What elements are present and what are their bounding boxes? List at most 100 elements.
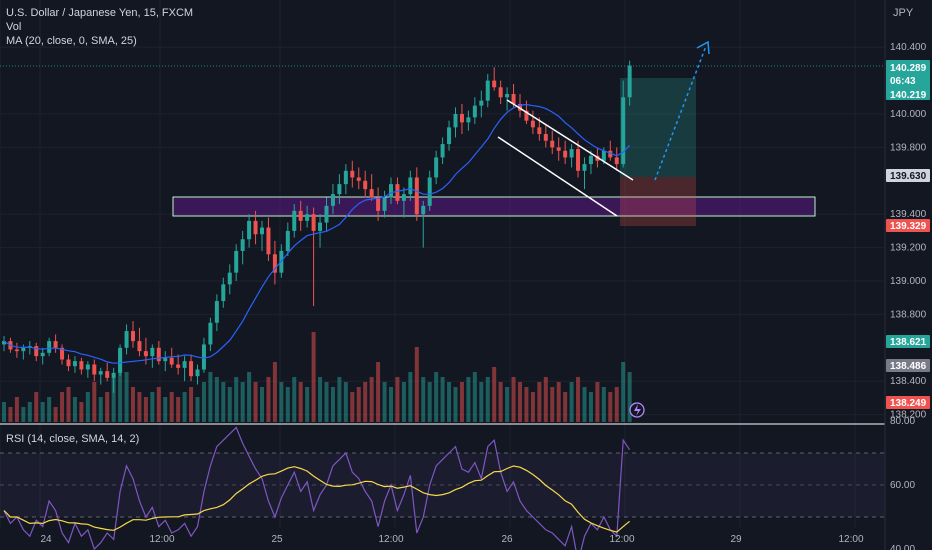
candle-body (479, 100, 484, 106)
volume-bar (601, 387, 606, 422)
vol-label[interactable]: Vol (6, 21, 22, 33)
volume-bar (131, 387, 135, 422)
volume-bar (176, 397, 181, 422)
profit-area[interactable] (620, 78, 696, 177)
candle-body (627, 65, 632, 98)
volume-bar (105, 392, 110, 422)
candle-body (40, 352, 45, 357)
stop-badge (886, 219, 930, 232)
candle-body (459, 114, 464, 123)
projection-arrow[interactable] (654, 40, 710, 181)
volume-bar (427, 382, 432, 422)
volume-bar (524, 387, 529, 422)
volume-bar (98, 397, 103, 422)
candle-body (563, 150, 568, 158)
candle-body (240, 239, 245, 251)
volume-bar (150, 392, 155, 422)
low-2-badge-text: 138.486 (890, 361, 927, 372)
volume-bar (337, 377, 342, 422)
support-zone[interactable] (172, 196, 816, 217)
last-price-badge (886, 60, 930, 100)
volume-bar (298, 382, 303, 422)
volume-bar (195, 397, 200, 422)
candle-body (582, 164, 587, 171)
time-axis[interactable]: 24 12:00 25 12:00 26 12:00 29 12:00 (40, 534, 864, 545)
candle-body (511, 93, 516, 104)
volume-bar (550, 387, 555, 422)
volume-bar (595, 382, 600, 422)
volume-bar (221, 382, 226, 422)
long-position-tool[interactable] (620, 78, 696, 226)
rsi-axis[interactable]: 80.00 60.00 40.00 (890, 416, 915, 550)
low-1-badge (886, 335, 930, 348)
volume-bar (530, 392, 535, 422)
volume-bar (124, 372, 129, 422)
lightning-icon[interactable] (629, 402, 645, 418)
rsi-tick-label: 60.00 (890, 480, 915, 491)
rsi-legend: RSI (14, close, SMA, 14, 2) (6, 432, 139, 446)
candle-body (550, 140, 555, 148)
price-axis[interactable]: 140.400 140.000 139.800 139.400 139.200 139.0… (890, 42, 927, 420)
candle-body (298, 210, 303, 221)
candle-body (324, 205, 329, 223)
price-tick-label: 138.800 (890, 309, 927, 320)
candle-body (214, 301, 219, 323)
volume-bar (240, 382, 245, 422)
volume-bar (47, 397, 52, 422)
target-badge (886, 169, 930, 182)
time-tick-label: 25 (271, 534, 283, 545)
candle-body (601, 150, 606, 161)
volume-bar (66, 387, 71, 422)
volume-bar (363, 382, 368, 422)
price-tick-label: 140.000 (890, 109, 927, 120)
channel-upper-line[interactable] (506, 99, 634, 181)
volume-bar (588, 392, 593, 422)
candle-body (208, 322, 213, 345)
candle-body (498, 87, 503, 98)
symbol-title[interactable]: U.S. Dollar / Japanese Yen, 15, FXCM (6, 7, 194, 19)
volume-bar (234, 377, 239, 422)
volume-bar (563, 392, 568, 422)
volume-bar (27, 402, 32, 422)
candle-body (427, 177, 432, 206)
volume-bar (182, 392, 187, 422)
arrow-head-icon (696, 40, 710, 55)
candle-body (72, 361, 77, 367)
price-badges: 140.289 06:43 140.219 139.630 139.329 138.621… (886, 60, 930, 409)
volume-bar (485, 377, 490, 422)
volume-bar (227, 387, 232, 422)
volume-bar (292, 377, 297, 422)
volume-bar (72, 397, 77, 422)
candle-body (169, 357, 174, 365)
descending-channel[interactable] (497, 99, 634, 217)
volume-bar (569, 382, 574, 422)
volume-bar (414, 347, 419, 422)
candle-body (163, 357, 168, 362)
candle-body (389, 184, 393, 198)
candle-body (485, 80, 490, 101)
candle-body (221, 284, 226, 302)
volume-bar (311, 332, 316, 422)
currency-label[interactable]: JPY (893, 7, 914, 19)
candle-body (14, 349, 19, 352)
price-tick-label: 139.400 (890, 209, 927, 220)
candle-body (272, 254, 277, 273)
ma-label[interactable]: MA (20, close, 0, SMA, 25) (6, 35, 137, 47)
rsi-label[interactable]: RSI (14, close, SMA, 14, 2) (6, 433, 140, 445)
candle-body (98, 371, 103, 375)
volume-bar (537, 382, 542, 422)
volume-bar (8, 407, 13, 422)
price-tick-label: 139.800 (890, 142, 927, 153)
time-tick-label: 24 (40, 534, 52, 545)
support-zone-rect[interactable] (172, 196, 816, 217)
channel-lower-line[interactable] (497, 136, 618, 217)
volume-bar (447, 382, 452, 422)
volume-bar (350, 392, 355, 422)
loss-area[interactable] (620, 177, 696, 226)
candle-body (337, 184, 342, 195)
candle-body (156, 347, 161, 362)
low-1-badge-text: 138.621 (890, 337, 927, 348)
volume-bar (266, 377, 271, 422)
volume-bar (459, 382, 464, 422)
